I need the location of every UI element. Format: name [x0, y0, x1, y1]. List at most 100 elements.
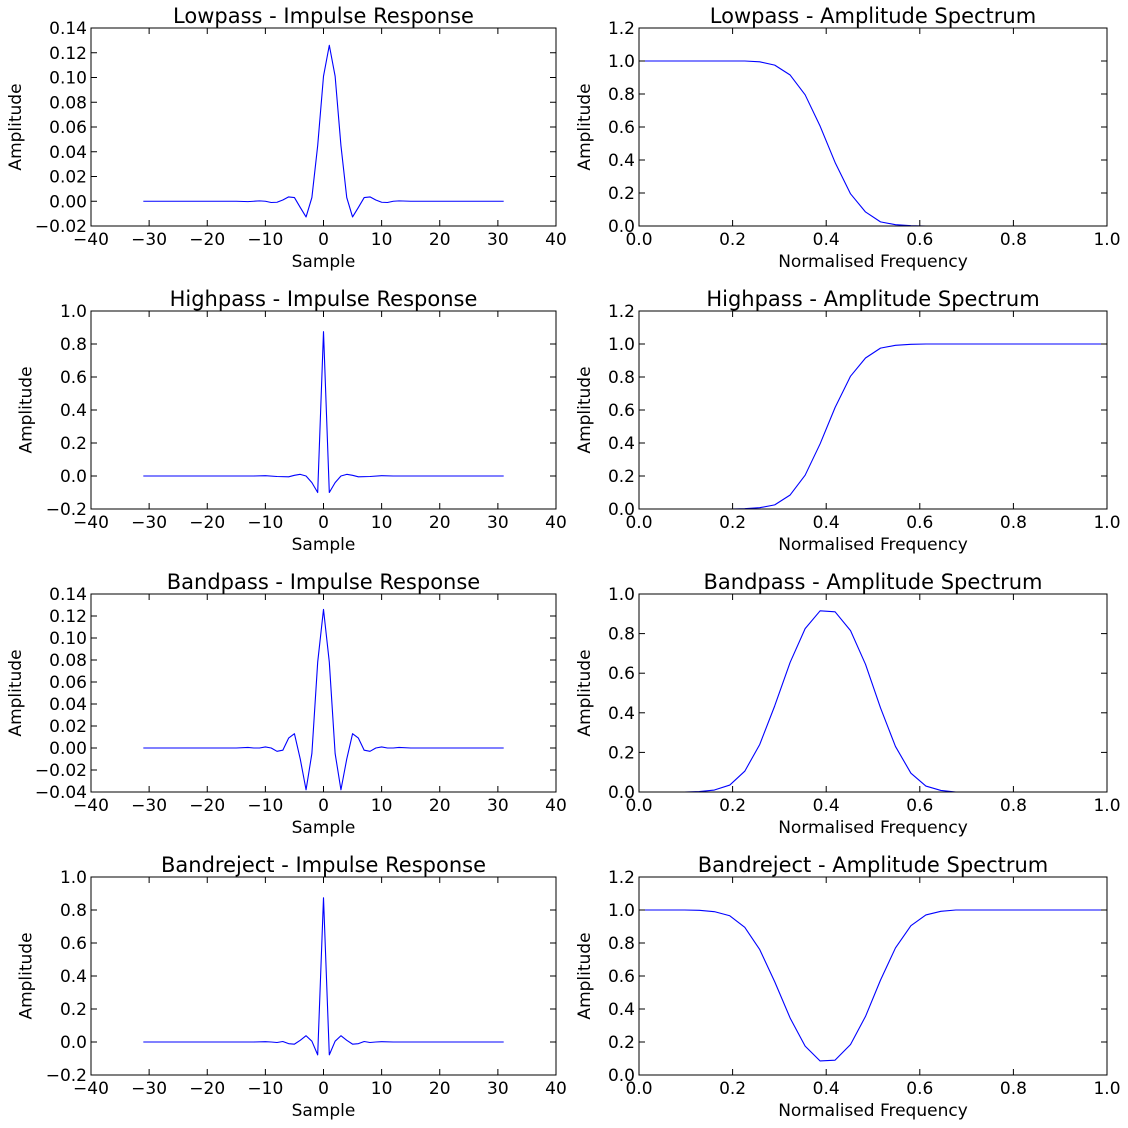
x-tick-label: −20 [189, 1079, 225, 1099]
x-tick-label: 0.4 [813, 796, 840, 816]
y-tick-label: 0.08 [49, 93, 87, 113]
series-line [143, 44, 504, 218]
x-tick-label: −40 [73, 513, 109, 533]
y-tick-label: 1.0 [608, 901, 635, 921]
y-tick-label: 0.4 [608, 151, 635, 171]
x-tick-label: 0.4 [813, 513, 840, 533]
y-tick-label: 0.6 [60, 934, 87, 954]
y-tick-label: 0.2 [608, 1033, 635, 1053]
y-tick-label: 0.00 [49, 192, 87, 212]
chart-panel-2: 0.0 0.2 0.4 0.6 0.8 1.0 0.0 0.2 0.4 0.6 0.8 1.0 1.2 L… [575, 4, 1121, 272]
x-tick-label: 0.2 [719, 796, 746, 816]
x-tick-label: 30 [487, 513, 509, 533]
plot-frame [638, 310, 1108, 510]
y-tick-label: 0.6 [608, 401, 635, 421]
y-tick-label: 0.04 [49, 695, 87, 715]
y-tick-label: 0.4 [60, 967, 87, 987]
chart-panel-8: 0.0 0.2 0.4 0.6 0.8 1.0 0.0 0.2 0.4 0.6 0.8 1.0 1.2 B… [575, 853, 1121, 1121]
y-tick-label: 1.2 [608, 868, 635, 888]
x-axis-label: Normalised Frequency [778, 252, 968, 272]
y-axis-label: Amplitude [575, 366, 595, 453]
y-tick-label: 0.2 [608, 467, 635, 487]
chart-panel-7: −40 −30 −20 −10 0 10 20 30 40 −0.2 0.0 0.2 0.4 0.6 0.8… [16, 853, 566, 1121]
y-tick-label: 0.06 [49, 673, 87, 693]
y-tick-label: 0.8 [608, 368, 635, 388]
plot-frame [90, 593, 557, 793]
y-tick-label: 0.02 [49, 717, 87, 737]
y-tick-label: 1.0 [608, 335, 635, 355]
x-tick-label: −10 [247, 796, 283, 816]
y-axis-label: Amplitude [6, 83, 26, 170]
x-tick-label: −10 [247, 513, 283, 533]
y-tick-label: 0.2 [60, 1000, 87, 1020]
y-axis-label: Amplitude [16, 366, 36, 453]
x-tick-label: 0.6 [906, 1079, 933, 1099]
x-axis-label: Normalised Frequency [778, 535, 968, 555]
y-tick-label: 0.4 [608, 704, 635, 724]
y-axis-label: Amplitude [575, 649, 595, 736]
x-tick-label: 30 [487, 796, 509, 816]
y-tick-label: 0.14 [49, 585, 87, 605]
plot-frame [638, 876, 1108, 1076]
x-tick-label: −10 [247, 230, 283, 250]
y-tick-label: 0.12 [49, 44, 87, 64]
y-tick-label: 0.6 [608, 664, 635, 684]
x-tick-label: 0.8 [1000, 230, 1027, 250]
x-tick-label: −20 [189, 796, 225, 816]
x-tick-label: 0.8 [1000, 513, 1027, 533]
y-tick-label: 0.0 [60, 467, 87, 487]
y-tick-label: 1.0 [608, 52, 635, 72]
chart-title: Highpass - Amplitude Spectrum [706, 287, 1039, 311]
x-tick-label: 20 [429, 513, 451, 533]
chart-panel-1: −40 −30 −20 −10 0 10 20 30 40 −0.02 0.00 0.02 0.04 0.… [6, 4, 567, 272]
x-tick-label: 0.2 [719, 513, 746, 533]
chart-title: Bandreject - Impulse Response [161, 853, 486, 877]
x-tick-label: −30 [131, 1079, 167, 1099]
x-tick-label: 0.4 [813, 1079, 840, 1099]
y-tick-label: −0.02 [35, 217, 87, 237]
y-axis-label: Amplitude [575, 932, 595, 1019]
x-tick-label: 10 [371, 1079, 393, 1099]
y-tick-label: 0.4 [608, 434, 635, 454]
x-axis-label: Sample [292, 535, 356, 555]
y-axis-label: Amplitude [6, 649, 26, 736]
y-tick-label: 0.00 [49, 739, 87, 759]
x-tick-label: 0 [318, 1079, 329, 1099]
y-tick-label: −0.2 [46, 1066, 87, 1086]
x-tick-label: −40 [73, 230, 109, 250]
plot-frame [638, 27, 1108, 227]
chart-panel-3: −40 −30 −20 −10 0 10 20 30 40 −0.2 0.0 0.2 0.4 0.6 0.8… [16, 287, 566, 555]
plot-frame [638, 593, 1108, 793]
x-tick-label: −30 [131, 796, 167, 816]
series-line [143, 897, 504, 1056]
x-tick-label: 20 [429, 230, 451, 250]
y-tick-label: 0.8 [60, 335, 87, 355]
y-tick-label: −0.2 [46, 500, 87, 520]
x-tick-label: 1.0 [1093, 513, 1120, 533]
x-tick-label: 40 [545, 796, 567, 816]
y-tick-label: 0.0 [608, 217, 635, 237]
x-tick-label: 0.6 [906, 230, 933, 250]
y-tick-label: −0.02 [35, 761, 87, 781]
x-tick-label: 0 [318, 796, 329, 816]
chart-panel-5: −40 −30 −20 −10 0 10 20 30 40−0.04−0.020.000.020… [6, 570, 567, 838]
x-tick-label: 10 [371, 796, 393, 816]
series-line [639, 343, 1107, 510]
x-tick-label: 0.0 [625, 1079, 652, 1099]
y-tick-label: 0.4 [60, 401, 87, 421]
y-tick-label: 0.0 [608, 1066, 635, 1086]
x-tick-label: 1.0 [1093, 796, 1120, 816]
x-tick-label: −40 [73, 1079, 109, 1099]
x-tick-label: −20 [189, 230, 225, 250]
x-tick-label: 0.0 [625, 796, 652, 816]
y-tick-label: 0.6 [608, 118, 635, 138]
y-tick-label: 0.2 [60, 434, 87, 454]
x-tick-label: 10 [371, 230, 393, 250]
chart-title: Bandpass - Amplitude Spectrum [704, 570, 1043, 594]
x-tick-label: 0.6 [906, 796, 933, 816]
y-tick-label: 1.2 [608, 302, 635, 322]
x-tick-label: −10 [247, 1079, 283, 1099]
x-tick-label: 0.2 [719, 230, 746, 250]
x-tick-label: 1.0 [1093, 230, 1120, 250]
y-tick-label: 0.10 [49, 69, 87, 89]
